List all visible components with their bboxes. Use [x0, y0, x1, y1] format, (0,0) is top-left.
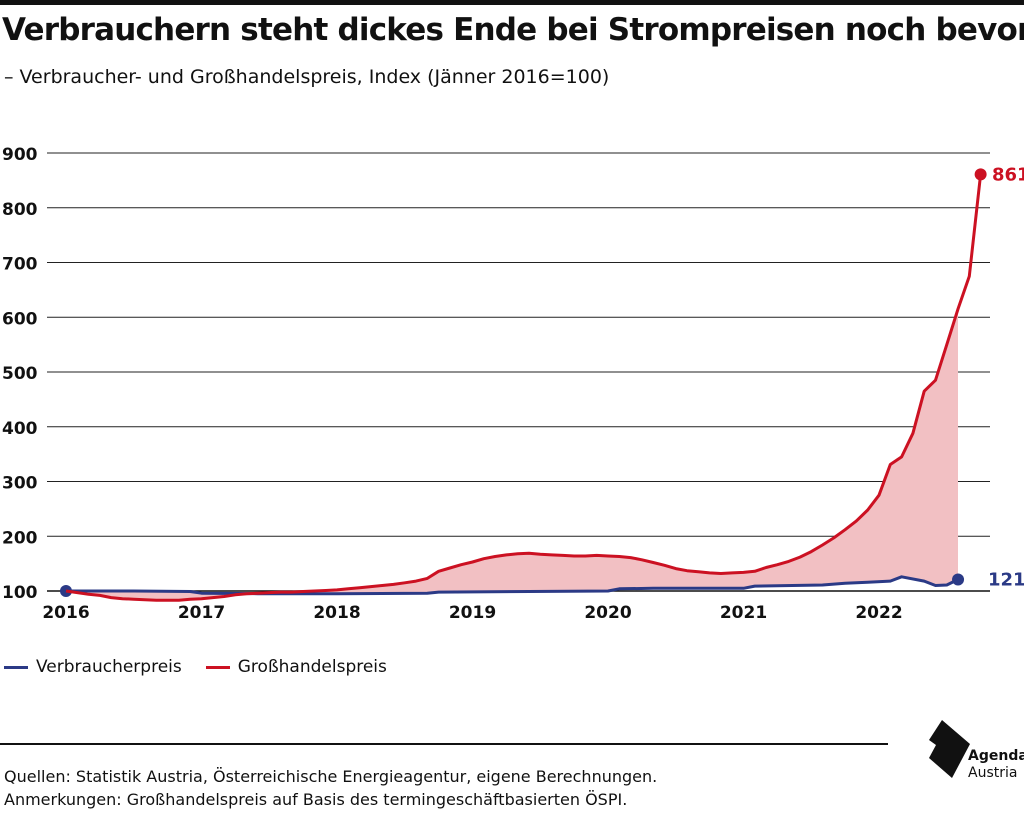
legend: Verbraucherpreis Großhandelspreis [4, 657, 411, 677]
end-label-grosshandelspreis: 861 [992, 164, 1024, 185]
logo-line-1: Agenda [968, 748, 1024, 764]
legend-item-grosshandelspreis: Großhandelspreis [205, 657, 387, 677]
logo-line-2: Austria [968, 765, 1018, 781]
legend-swatch-grosshandelspreis [205, 665, 230, 669]
line-chart: 100 200 300 400 500 600 700 800 900 2016 2017 2018 2… [2, 145, 1024, 623]
notes-text: Anmerkungen: Großhandelspreis auf Basis … [4, 790, 628, 809]
y-tick-label-300: 300 [2, 474, 38, 494]
end-label-verbraucherpreis: 121 [988, 570, 1024, 591]
chart-title: Verbrauchern steht dickes Ende bei Strom… [2, 12, 1024, 48]
agenda-austria-logo: Agenda Austria [926, 720, 1024, 784]
y-tick-label-900: 900 [2, 145, 38, 165]
y-tick-label-400: 400 [2, 419, 38, 439]
y-tick-label-700: 700 [2, 255, 38, 275]
x-tick-label-2022: 2022 [855, 603, 902, 623]
x-tick-label-2016: 2016 [42, 603, 89, 623]
y-tick-label-100: 100 [2, 583, 38, 603]
series-line-grosshandelspreis [65, 174, 983, 602]
legend-label-grosshandelspreis: Großhandelspreis [237, 657, 387, 677]
logo-mark-icon [929, 720, 970, 778]
end-point-verbraucherpreis [952, 573, 965, 586]
x-tick-label-2019: 2019 [449, 603, 496, 623]
sources-text: Quellen: Statistik Austria, Österreichis… [4, 767, 658, 786]
source-notes: Quellen: Statistik Austria, Österreichis… [4, 765, 657, 811]
gap-area [66, 309, 958, 601]
y-tick-label-800: 800 [2, 200, 38, 220]
top-rule [0, 0, 1024, 5]
x-tick-label-2021: 2021 [720, 603, 767, 623]
y-tick-label-500: 500 [2, 364, 38, 384]
legend-label-verbraucherpreis: Verbraucherpreis [36, 657, 182, 677]
x-tick-label-2017: 2017 [178, 603, 225, 623]
chart-subtitle: – Verbraucher- und Großhandelspreis, Ind… [4, 66, 610, 88]
footer-rule [0, 743, 888, 745]
legend-swatch-verbraucherpreis [4, 665, 28, 669]
y-tick-label-600: 600 [2, 309, 38, 329]
end-point-grosshandelspreis [974, 168, 987, 181]
x-tick-label-2018: 2018 [313, 603, 360, 623]
legend-item-verbraucherpreis: Verbraucherpreis [4, 657, 182, 677]
y-tick-label-200: 200 [2, 528, 38, 548]
x-tick-label-2020: 2020 [584, 603, 631, 623]
